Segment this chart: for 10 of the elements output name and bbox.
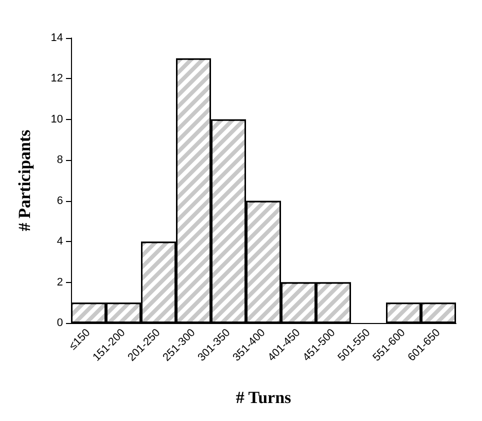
y-tick-label: 0	[56, 317, 63, 329]
y-tick-label: 14	[50, 32, 63, 44]
y-tick-label: 10	[50, 113, 63, 126]
y-tick-label: 12	[50, 72, 63, 85]
y-tick-label: 4	[56, 236, 63, 248]
y-tick-label: 2	[56, 276, 63, 288]
y-tick-label: 8	[56, 154, 63, 166]
y-tick-label: 6	[56, 194, 63, 207]
x-axis-title: # Turns	[236, 388, 292, 407]
y-axis-title: # Participants	[15, 129, 34, 232]
